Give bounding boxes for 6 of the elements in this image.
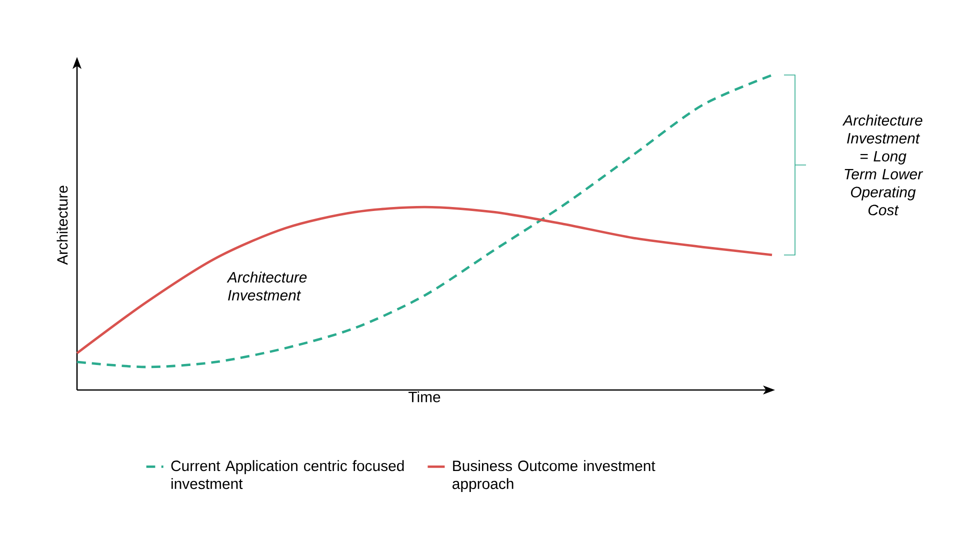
y-axis-title: Architecture — [56, 186, 68, 265]
legend-label: Current Application centric focused investment — [171, 460, 404, 490]
annotation: Architecture Investment — [226, 272, 307, 301]
legend-label: Business Outcome investment approach — [452, 460, 656, 492]
text: Architecture Investment = Long Term Lower Operating Cost — [842, 114, 924, 216]
x-axis-title: Time — [408, 391, 440, 402]
